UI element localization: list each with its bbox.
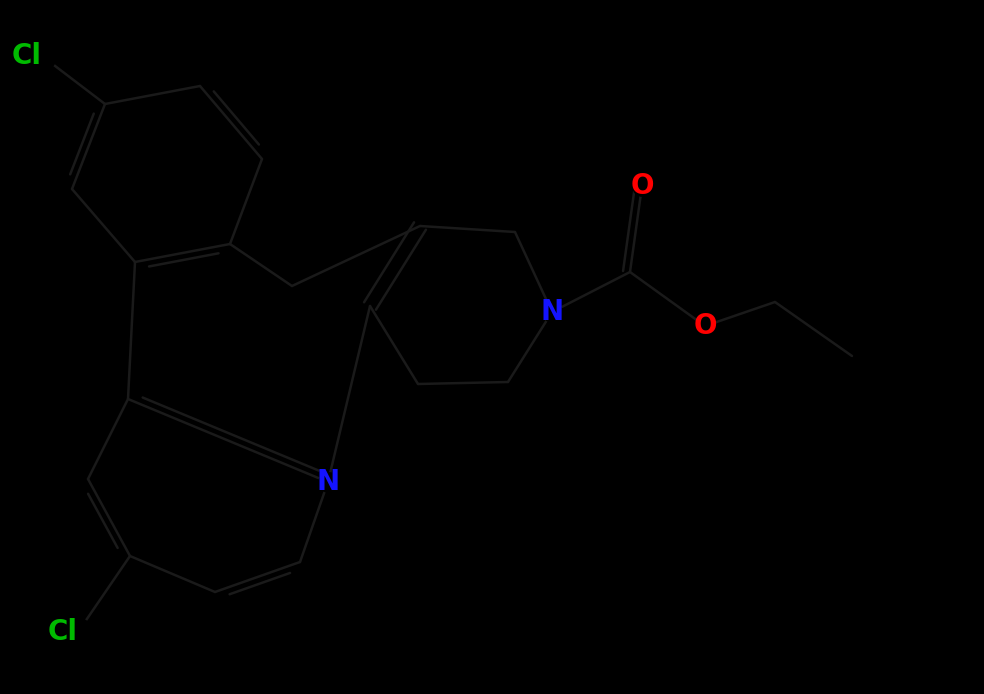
- Text: Cl: Cl: [12, 42, 42, 70]
- Text: N: N: [540, 298, 564, 326]
- Text: N: N: [317, 468, 339, 496]
- Text: Cl: Cl: [48, 618, 78, 646]
- Text: O: O: [630, 172, 653, 200]
- Text: O: O: [694, 312, 716, 340]
